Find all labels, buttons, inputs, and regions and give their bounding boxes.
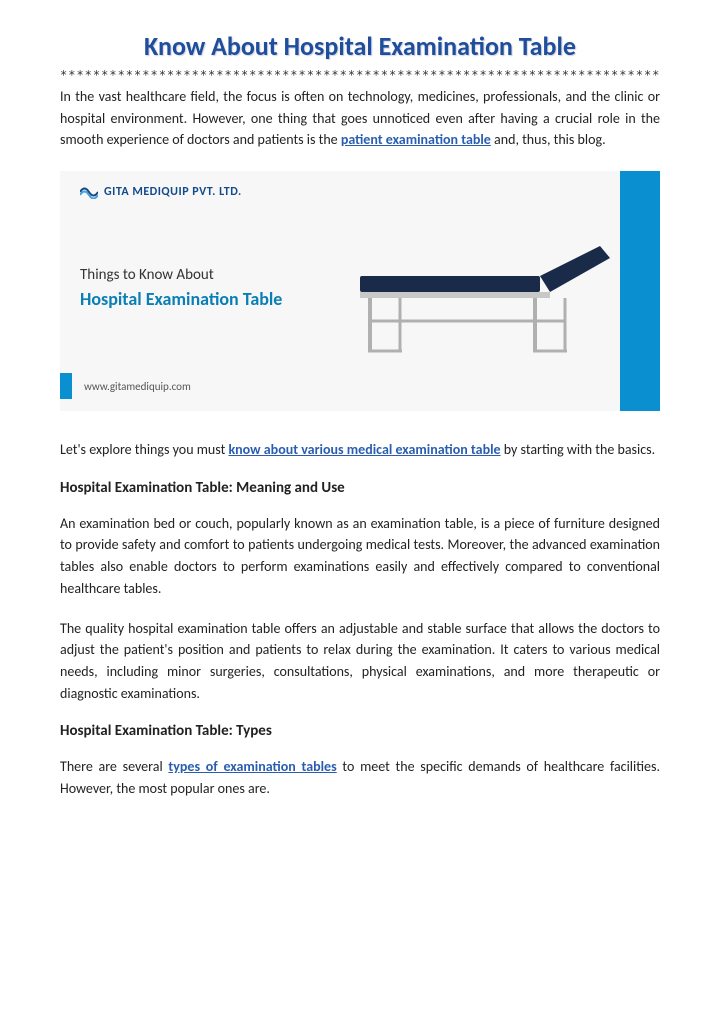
- section1-heading: Hospital Examination Table: Meaning and …: [60, 479, 660, 497]
- page-title: Know About Hospital Examination Table: [60, 30, 660, 62]
- section1-p1: An examination bed or couch, popularly k…: [60, 513, 660, 600]
- section1-p2: The quality hospital examination table o…: [60, 618, 660, 705]
- exam-table-illustration: [350, 226, 630, 356]
- section2-heading: Hospital Examination Table: Types: [60, 722, 660, 740]
- logo-icon: [80, 185, 98, 199]
- section2-text-1: There are several: [60, 758, 168, 775]
- banner-headline: Things to Know About Hospital Examinatio…: [80, 266, 282, 310]
- accent-block: [60, 373, 72, 399]
- banner-line1: Things to Know About: [80, 266, 282, 284]
- explore-paragraph: Let's explore things you must know about…: [60, 439, 660, 461]
- company-name: GITA MEDIQUIP PVT. LTD.: [104, 185, 242, 199]
- know-about-link[interactable]: know about various medical examination t…: [228, 441, 500, 458]
- banner-url: www.gitamediquip.com: [84, 380, 191, 393]
- company-logo: GITA MEDIQUIP PVT. LTD.: [80, 185, 242, 199]
- intro-text-2: and, thus, this blog.: [491, 131, 606, 148]
- types-link[interactable]: types of examination tables: [168, 758, 336, 775]
- patient-exam-table-link[interactable]: patient examination table: [341, 131, 491, 148]
- banner-line2: Hospital Examination Table: [80, 288, 282, 310]
- explore-text-2: by starting with the basics.: [501, 441, 656, 458]
- banner-url-block: www.gitamediquip.com: [60, 373, 191, 399]
- document-page: Know About Hospital Examination Table **…: [0, 0, 720, 858]
- divider-stars: ****************************************…: [60, 68, 660, 82]
- explore-text-1: Let's explore things you must: [60, 441, 228, 458]
- promo-banner: GITA MEDIQUIP PVT. LTD. Things to Know A…: [60, 171, 660, 411]
- section2-p1: There are several types of examination t…: [60, 756, 660, 799]
- intro-paragraph: In the vast healthcare field, the focus …: [60, 86, 660, 151]
